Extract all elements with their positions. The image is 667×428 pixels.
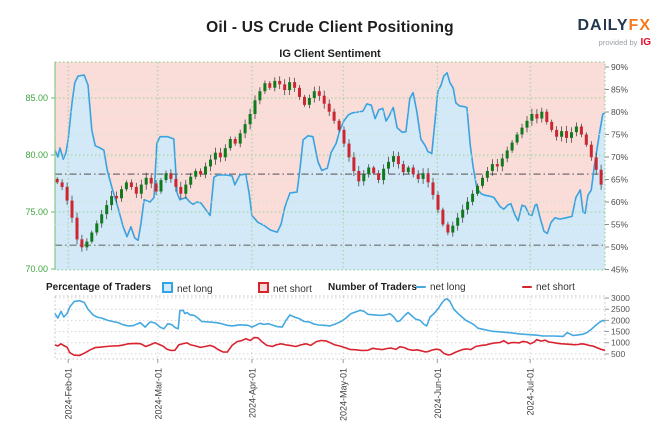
- number-of-traders-chart: [54, 295, 606, 360]
- svg-text:2024-Feb-01: 2024-Feb-01: [64, 368, 74, 420]
- main-gridlines: [55, 62, 605, 270]
- svg-text:55%: 55%: [611, 220, 628, 230]
- legend-item-cnt-net-long: net long: [416, 282, 466, 293]
- legend-item-cnt-net-short: net short: [522, 282, 575, 293]
- svg-text:2024-Jul-01: 2024-Jul-01: [526, 368, 536, 416]
- svg-text:60%: 60%: [611, 197, 628, 207]
- logo-bar-icon: [604, 19, 607, 30]
- svg-text:85%: 85%: [611, 85, 628, 95]
- svg-text:70.00: 70.00: [25, 264, 48, 274]
- net-short-square-icon: [258, 282, 269, 293]
- svg-text:2024-Jun-01: 2024-Jun-01: [433, 368, 443, 419]
- svg-text:80%: 80%: [611, 107, 628, 117]
- page-title: Oil - US Crude Client Positioning: [206, 19, 454, 36]
- dailyfx-wordmark: DA LYFX: [577, 17, 651, 34]
- provided-by: provided by IG: [598, 37, 651, 48]
- svg-text:2024-Apr-01: 2024-Apr-01: [247, 368, 257, 418]
- legend-item-pct-net-long: net long: [162, 282, 213, 295]
- chart-legend: Percentage of Traders net long net short…: [0, 282, 667, 296]
- legend-group-number: Number of Traders: [328, 282, 417, 293]
- pct-axis-labels: 90% 85% 80% 75% 70% 65% 60% 55% 50% 45%: [605, 62, 628, 275]
- svg-text:2500: 2500: [611, 304, 630, 314]
- svg-text:45%: 45%: [611, 265, 628, 275]
- chart-title: IG Client Sentiment: [279, 48, 381, 60]
- svg-text:2024-Mar-01: 2024-Mar-01: [153, 368, 163, 420]
- net-long-line-icon: [416, 285, 426, 288]
- price-axis-labels: 85.00 80.00 75.00 70.00: [25, 93, 55, 274]
- svg-text:1500: 1500: [611, 327, 630, 337]
- svg-text:90%: 90%: [611, 62, 628, 72]
- svg-text:50%: 50%: [611, 242, 628, 252]
- net-long-square-icon: [162, 282, 173, 293]
- dailyfx-logo: DA LYFX provided by IG: [577, 18, 651, 48]
- net-short-line-icon: [522, 285, 532, 288]
- count-line-net-short: [54, 336, 606, 357]
- legend-item-pct-net-short: net short: [258, 282, 312, 295]
- date-axis-labels: 2024-Feb-01 2024-Mar-01 2024-Apr-01 2024-Ma…: [64, 359, 536, 421]
- svg-text:1000: 1000: [611, 338, 630, 348]
- net-long-pct-line: [54, 72, 606, 242]
- svg-text:3000: 3000: [611, 293, 630, 303]
- svg-text:75.00: 75.00: [25, 207, 48, 217]
- price-candlesticks: [55, 76, 603, 252]
- main-sentiment-chart: [54, 61, 606, 271]
- ig-logo: IG: [640, 37, 651, 48]
- svg-text:85.00: 85.00: [25, 93, 48, 103]
- svg-text:500: 500: [611, 349, 625, 359]
- svg-text:2024-May-01: 2024-May-01: [339, 368, 349, 421]
- svg-text:65%: 65%: [611, 175, 628, 185]
- svg-text:75%: 75%: [611, 130, 628, 140]
- svg-text:2000: 2000: [611, 315, 630, 325]
- svg-text:80.00: 80.00: [25, 150, 48, 160]
- svg-text:70%: 70%: [611, 152, 628, 162]
- legend-group-percentage: Percentage of Traders: [46, 282, 152, 293]
- count-line-net-long: [54, 298, 606, 338]
